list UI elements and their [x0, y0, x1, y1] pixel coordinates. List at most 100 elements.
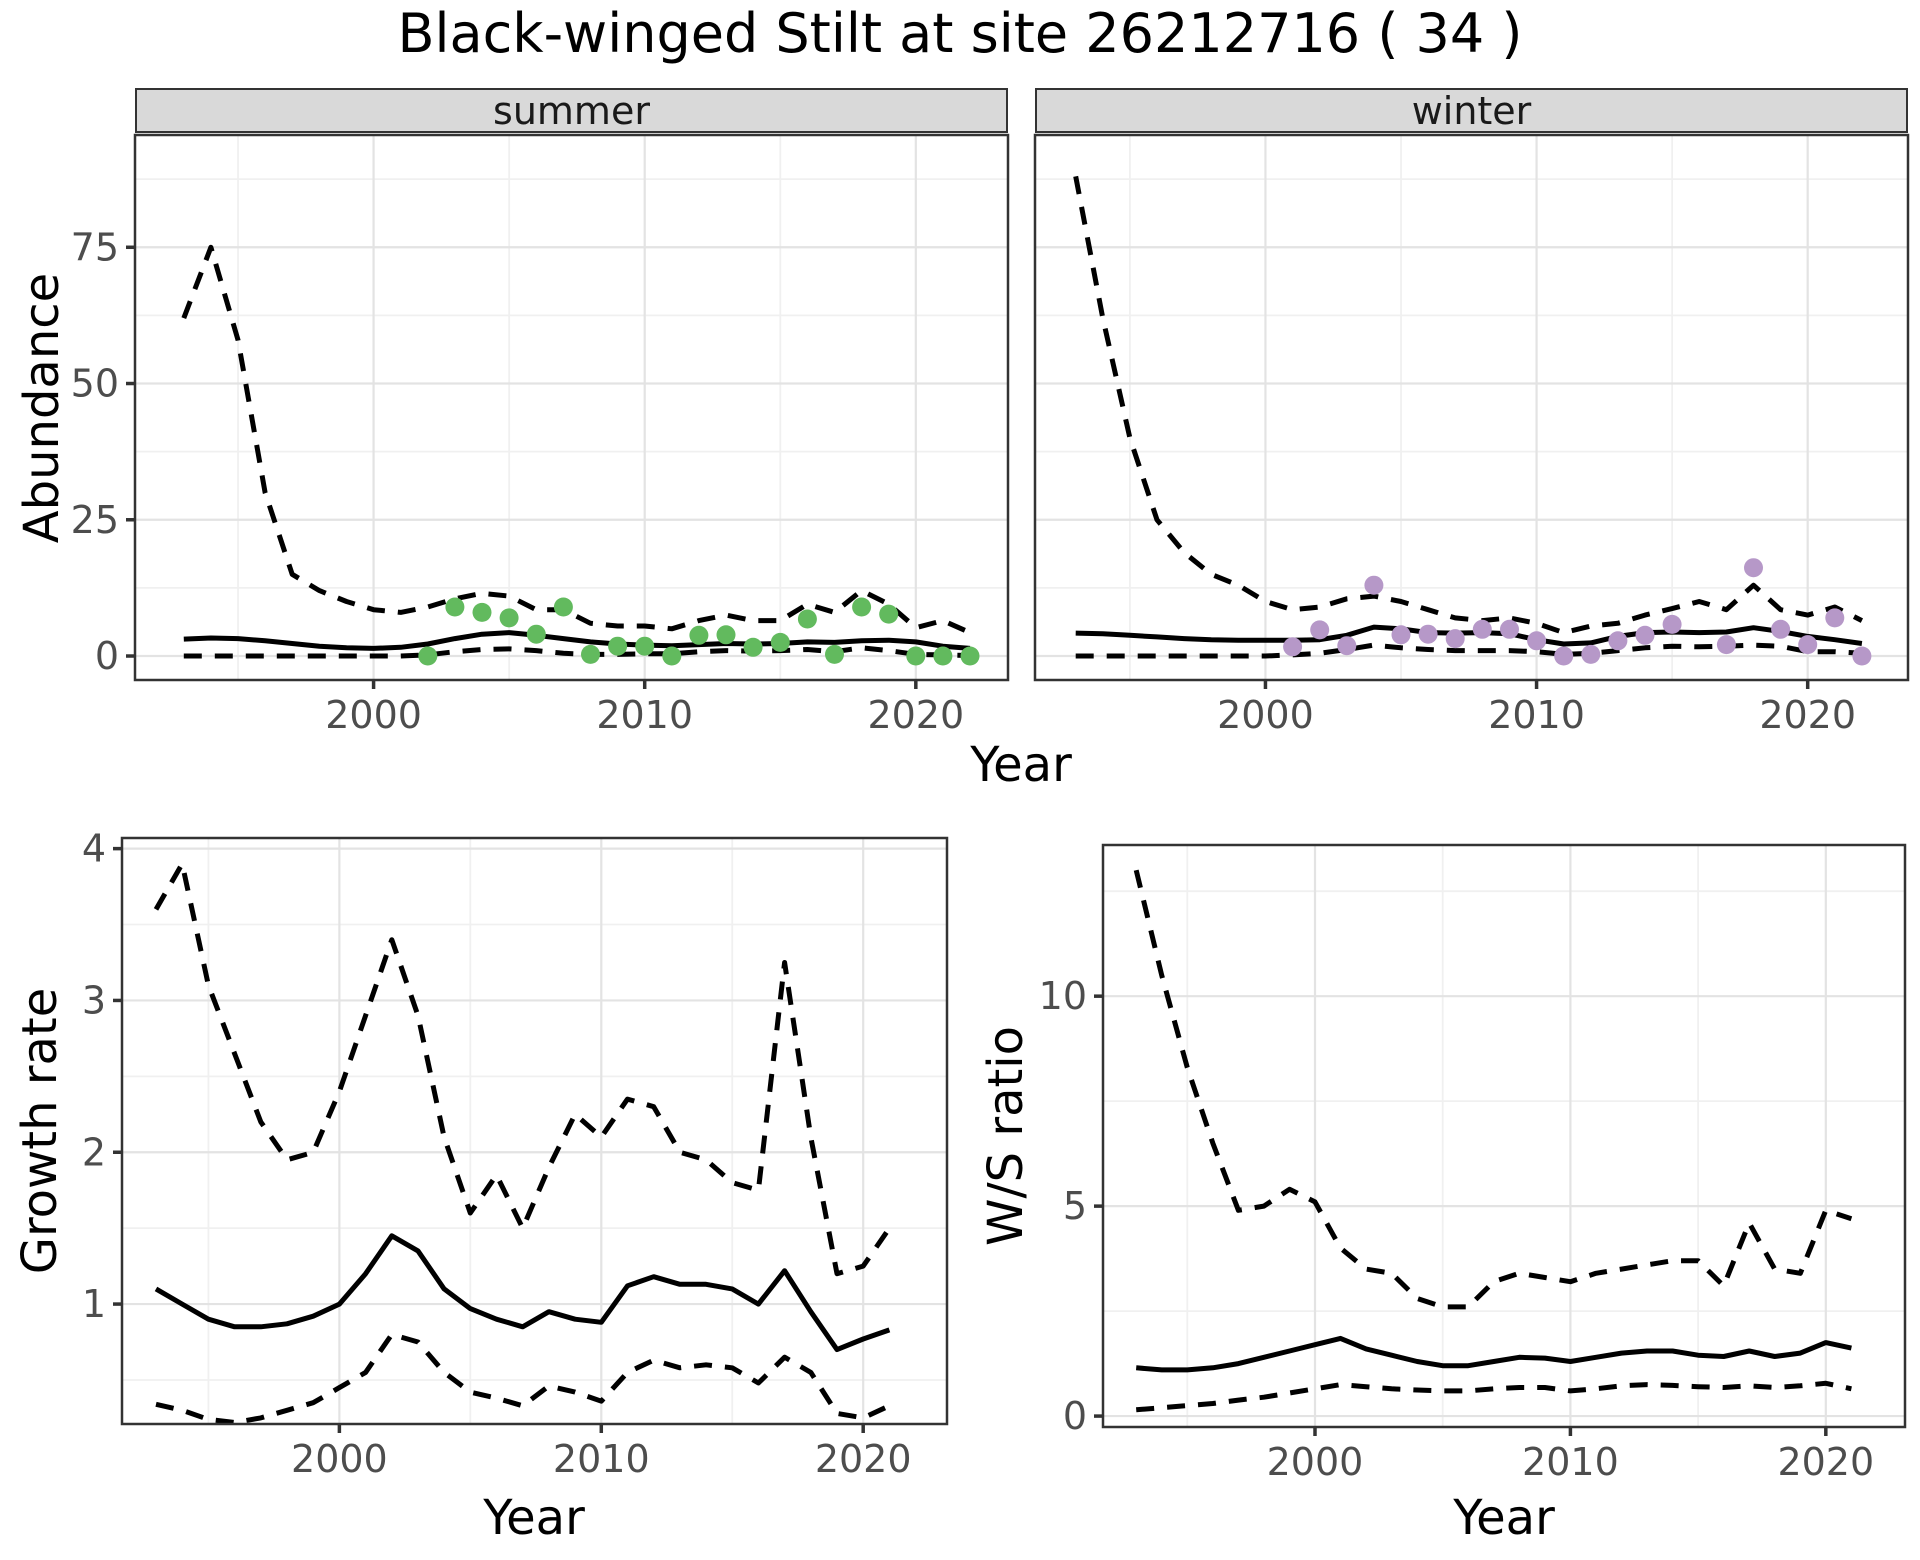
- y-axis-title-ws-ratio: W/S ratio: [978, 1025, 1034, 1247]
- y-tick-label: 0: [1063, 1394, 1087, 1438]
- data-point-observed-counts-winter: [1825, 608, 1845, 628]
- x-tick-label: 2000: [1217, 693, 1314, 737]
- data-point-observed-counts-summer: [445, 597, 465, 617]
- x-tick-label: 2020: [1777, 1440, 1874, 1484]
- y-tick-label: 1: [82, 1282, 106, 1326]
- y-tick-label: 2: [82, 1130, 106, 1174]
- upper_ci-line-abundance-summer: [181, 244, 972, 635]
- facet-strip-winter: winter: [1035, 88, 1908, 133]
- x-tick-label: 2000: [1267, 1440, 1364, 1484]
- y-axis-title-growth-rate: Growth rate: [12, 987, 68, 1275]
- data-point-observed-counts-summer: [770, 632, 790, 652]
- data-point-observed-counts-summer: [553, 597, 573, 617]
- y-tick-label: 0: [95, 634, 119, 678]
- facet-strip-summer-label: summer: [493, 88, 650, 133]
- data-point-observed-counts-summer: [933, 646, 953, 666]
- data-point-observed-counts-winter: [1445, 629, 1465, 649]
- mean-line-abundance-summer: [183, 630, 971, 651]
- data-point-observed-counts-summer: [960, 646, 980, 666]
- data-point-observed-counts-winter: [1608, 631, 1628, 651]
- facet-strip-winter-label: winter: [1411, 88, 1532, 133]
- y-axis-title-abundance: Abundance: [14, 272, 70, 544]
- data-point-observed-counts-summer: [526, 624, 546, 644]
- data-point-observed-counts-winter: [1391, 625, 1411, 645]
- data-point-observed-counts-winter: [1500, 619, 1519, 639]
- plot-title: Black-winged Stilt at site 26212716 ( 34…: [397, 2, 1523, 65]
- data-point-observed-counts-summer: [689, 625, 709, 645]
- panel-ws-ratio: 2000 2010 2020 0 5 10: [1039, 843, 1907, 1484]
- data-point-observed-counts-winter: [1554, 646, 1574, 666]
- panel-growth-rate: 2000 2010 2020 1 2 3 4: [82, 827, 949, 1481]
- panel-background: [1035, 135, 1908, 680]
- upper_ci-line-abundance-winter: [1073, 175, 1864, 636]
- x-tick-label: 2020: [867, 693, 964, 737]
- y-tick-label: 3: [82, 978, 106, 1022]
- data-point-observed-counts-summer: [472, 602, 492, 622]
- data-point-observed-counts-summer: [499, 608, 519, 628]
- data-point-observed-counts-summer: [635, 636, 655, 656]
- x-tick-label: 2020: [1759, 693, 1856, 737]
- x-tick-label: 2010: [596, 693, 693, 737]
- mean-line-abundance-winter: [1075, 624, 1863, 647]
- lower_ci-line-ws-ratio: [1135, 1380, 1852, 1413]
- panel-abundance-winter: 2000 2010 2020: [1033, 133, 1910, 737]
- panel-background: [135, 135, 1008, 680]
- data-point-observed-counts-winter: [1310, 620, 1330, 640]
- data-point-observed-counts-summer: [581, 644, 600, 664]
- x-tick-label: 2010: [1488, 693, 1585, 737]
- mean-line-ws-ratio: [1135, 1335, 1852, 1373]
- data-point-observed-counts-winter: [1852, 646, 1872, 666]
- panel-abundance-summer: 2000 2010 2020 0 25 50 75: [71, 133, 1010, 737]
- panel-background: [122, 838, 947, 1424]
- panel-border: [1033, 133, 1910, 682]
- data-point-observed-counts-winter: [1581, 644, 1601, 664]
- data-point-observed-counts-winter: [1771, 619, 1791, 639]
- data-point-observed-counts-winter: [1716, 635, 1736, 655]
- lower_ci-line-growth-rate: [155, 1331, 891, 1425]
- x-axis-title-year-bottom-right: Year: [1453, 1490, 1555, 1546]
- data-point-observed-counts-summer: [906, 646, 926, 666]
- data-point-observed-counts-summer: [797, 609, 817, 629]
- data-point-observed-counts-winter: [1418, 624, 1438, 644]
- panel-background: [1103, 845, 1905, 1427]
- data-point-observed-counts-summer: [418, 646, 438, 666]
- x-tick-label: 2010: [553, 1437, 650, 1481]
- facet-strip-summer: summer: [135, 88, 1008, 133]
- x-tick-label: 2000: [291, 1437, 388, 1481]
- data-point-observed-counts-summer: [879, 604, 899, 624]
- y-tick-label: 25: [71, 498, 119, 542]
- y-tick-label: 75: [71, 225, 119, 269]
- data-point-observed-counts-winter: [1798, 635, 1818, 655]
- x-axis-title-year-top: Year: [970, 737, 1072, 793]
- panel-border: [1101, 843, 1907, 1429]
- y-tick-label: 50: [71, 362, 119, 406]
- data-point-observed-counts-winter: [1283, 637, 1303, 657]
- data-point-observed-counts-winter: [1472, 619, 1492, 639]
- panel-border: [120, 836, 949, 1426]
- x-tick-label: 2020: [815, 1437, 912, 1481]
- x-tick-label: 2000: [325, 693, 422, 737]
- data-point-observed-counts-summer: [716, 625, 736, 645]
- panel-border: [133, 133, 1010, 682]
- y-tick-label: 4: [82, 827, 106, 871]
- y-tick-label: 10: [1039, 974, 1087, 1018]
- x-tick-label: 2010: [1522, 1440, 1619, 1484]
- data-point-observed-counts-summer: [662, 646, 682, 666]
- data-point-observed-counts-summer: [852, 597, 872, 617]
- data-point-observed-counts-summer: [743, 637, 763, 657]
- y-tick-label: 5: [1063, 1184, 1087, 1228]
- upper_ci-line-ws-ratio: [1133, 869, 1853, 1310]
- data-point-observed-counts-winter: [1364, 575, 1384, 595]
- mean-line-growth-rate: [154, 1233, 891, 1353]
- data-point-observed-counts-summer: [825, 644, 844, 664]
- data-point-observed-counts-winter: [1744, 558, 1763, 578]
- data-point-observed-counts-summer: [608, 636, 628, 656]
- data-point-observed-counts-winter: [1337, 636, 1357, 656]
- x-axis-title-year-bottom-left: Year: [483, 1490, 585, 1546]
- data-point-observed-counts-winter: [1662, 614, 1682, 634]
- data-point-observed-counts-winter: [1635, 625, 1655, 645]
- data-point-observed-counts-winter: [1527, 631, 1547, 651]
- upper_ci-line-growth-rate: [153, 861, 892, 1277]
